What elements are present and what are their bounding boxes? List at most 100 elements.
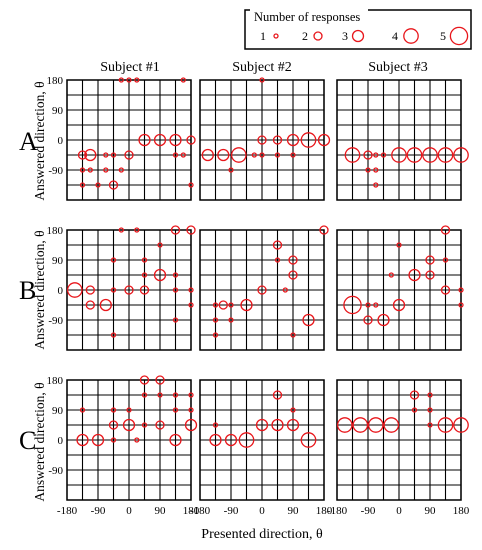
x-axis-title: Presented direction, θ — [201, 527, 323, 542]
response-bubble — [134, 437, 140, 443]
response-bubble — [458, 302, 464, 308]
response-bubble — [409, 390, 420, 400]
response-bubble — [352, 417, 369, 433]
response-bubble — [238, 432, 255, 448]
response-bubble — [259, 152, 265, 158]
x-tick-label: -180 — [190, 505, 211, 517]
legend-items: 1 2 3 4 5 — [260, 26, 469, 46]
response-bubble — [186, 135, 196, 145]
response-bubble — [141, 422, 148, 428]
response-bubble — [343, 295, 362, 315]
response-bubble — [230, 147, 247, 163]
bubbles — [209, 390, 317, 448]
response-bubble — [228, 302, 234, 308]
response-bubble — [251, 152, 257, 158]
response-bubble — [373, 182, 379, 188]
row-label-a: A — [19, 127, 38, 156]
response-bubble — [141, 257, 148, 263]
grid — [336, 79, 462, 201]
response-bubble — [155, 375, 165, 385]
response-bubble — [408, 268, 421, 282]
grid — [199, 229, 325, 351]
response-bubble — [141, 392, 148, 398]
response-bubble — [440, 225, 451, 235]
row-label-c: C — [19, 426, 36, 455]
response-bubble — [453, 417, 469, 433]
grid — [66, 379, 192, 501]
response-bubble — [110, 437, 117, 443]
response-bubble — [126, 407, 132, 413]
response-bubble — [172, 317, 179, 323]
response-bubble — [300, 132, 317, 148]
response-bubble — [201, 148, 214, 162]
y-axis-title-row-c: Answered direction, θ — [32, 382, 47, 501]
response-bubble — [188, 287, 194, 293]
response-bubble — [317, 133, 331, 147]
x-tick-label: 90 — [288, 505, 300, 517]
response-bubble — [186, 225, 196, 235]
response-bubble — [391, 147, 407, 163]
response-bubble — [257, 285, 267, 295]
response-bubble — [422, 147, 438, 163]
x-tick-label: 0 — [126, 505, 132, 517]
row-label-b: B — [19, 276, 36, 305]
response-bubble — [458, 287, 464, 293]
response-bubble — [373, 152, 379, 158]
response-bubble — [172, 152, 179, 158]
response-bubble — [79, 407, 86, 413]
legend-count-label: 5 — [440, 29, 446, 43]
x-tick-label: 0 — [396, 505, 402, 517]
response-bubble — [288, 270, 298, 280]
bubbles — [212, 225, 329, 338]
response-bubble — [172, 407, 179, 413]
plot-frame — [199, 379, 325, 501]
response-bubble — [76, 433, 89, 447]
response-bubble — [85, 300, 95, 310]
response-bubble — [188, 392, 194, 398]
panel-c-subject-1: 180 90 0 -90 -180 -90 0 90 180 — [47, 375, 200, 517]
response-bubble — [110, 332, 117, 338]
response-bubble — [134, 227, 140, 233]
response-bubble — [440, 285, 451, 295]
x-tick-label: -90 — [361, 505, 376, 517]
subject-2-header: Subject #2 — [232, 60, 292, 75]
response-bubble — [110, 407, 117, 413]
y-tick-label: 90 — [52, 255, 64, 267]
legend-bubble — [403, 28, 419, 44]
bubbles — [344, 147, 469, 188]
grid — [336, 229, 462, 351]
response-bubble — [288, 255, 298, 265]
response-bubble — [344, 147, 361, 163]
response-bubble — [363, 315, 373, 325]
response-bubble — [169, 133, 182, 147]
response-bubble — [180, 152, 186, 158]
bubbles — [76, 375, 198, 447]
panel-b-subject-3 — [336, 225, 464, 351]
response-bubble — [396, 242, 402, 248]
y-tick-label: 180 — [47, 225, 64, 237]
response-bubble — [84, 148, 97, 162]
response-bubble — [290, 407, 296, 413]
bubbles — [201, 77, 331, 173]
response-bubble — [259, 77, 265, 83]
response-bubble — [274, 257, 281, 263]
panel-a-subject-2 — [199, 77, 331, 201]
panel-c-subject-2: -180 -90 0 90 180 — [190, 379, 333, 517]
response-bubble — [212, 332, 219, 338]
response-bubble — [138, 133, 151, 147]
y-tick-label: -90 — [48, 315, 63, 327]
x-tick-label: 180 — [316, 505, 333, 517]
response-bubble — [453, 147, 469, 163]
response-bubble — [103, 167, 109, 173]
response-bubble — [272, 135, 283, 145]
y-tick-label: 180 — [47, 75, 64, 87]
response-bubble — [170, 225, 181, 235]
response-bubble — [126, 77, 132, 83]
response-bubble — [427, 392, 433, 398]
x-tick-label: 90 — [155, 505, 167, 517]
response-bubble — [122, 418, 136, 432]
response-bubble — [286, 418, 300, 432]
legend-bubble — [273, 33, 279, 39]
response-bubble — [209, 433, 222, 447]
